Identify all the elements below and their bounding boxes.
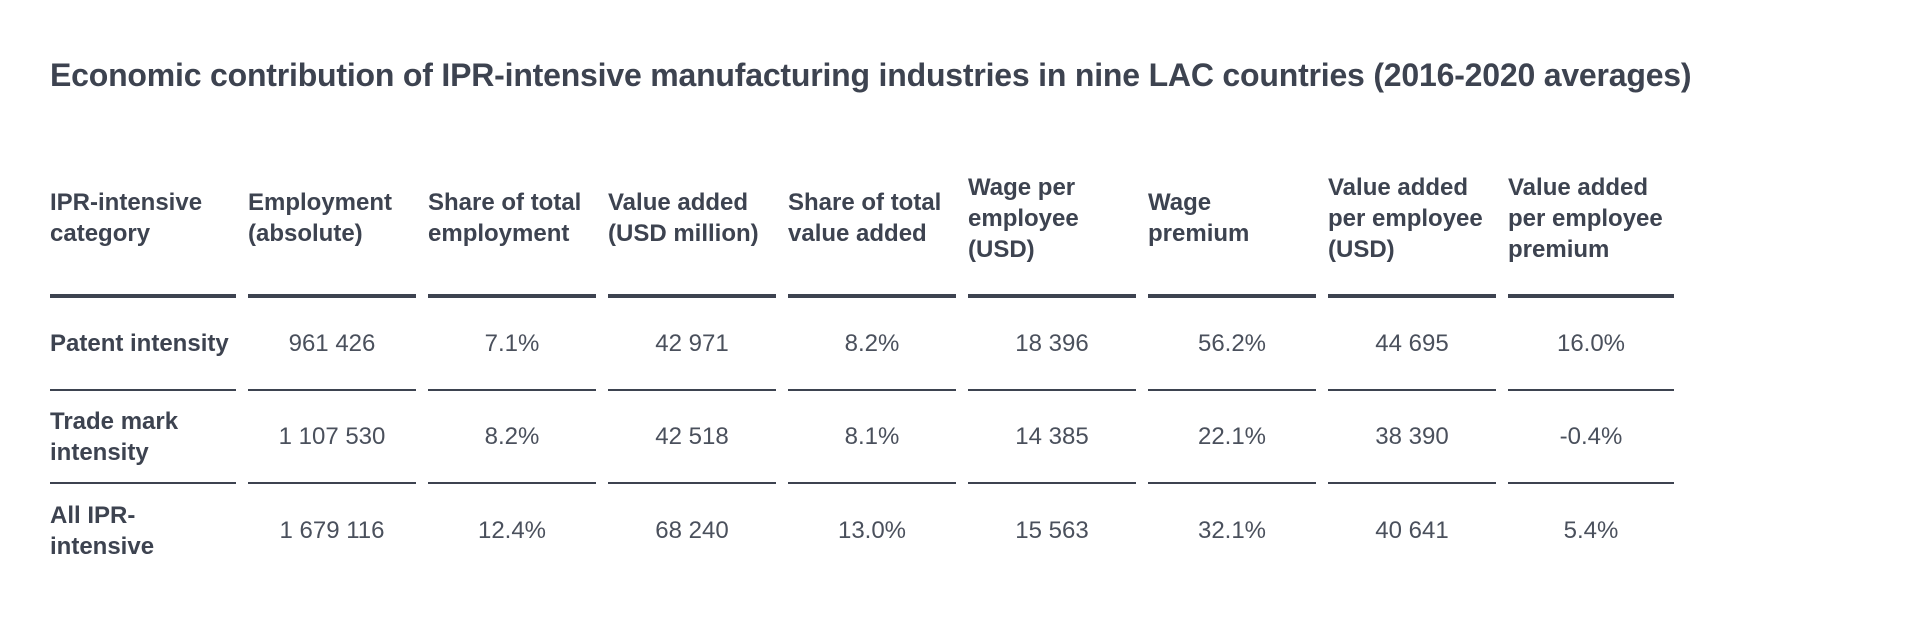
cell-value: 15 563: [1015, 517, 1089, 544]
cell-value: 18 396: [968, 298, 1136, 391]
table-cell: 8.1%: [788, 391, 968, 484]
table-cell: 42 518: [608, 391, 788, 484]
cell-value: 7.1%: [428, 298, 596, 391]
table-cell: 32.1%: [1148, 484, 1328, 577]
table-cell: 5.4%: [1508, 484, 1674, 577]
column-header-label: Share of total value added: [788, 189, 942, 247]
cell-value: 38 390: [1328, 391, 1496, 484]
table-cell: 40 641: [1328, 484, 1508, 577]
contribution-table: IPR-intensive category Employment (absol…: [50, 160, 1674, 577]
column-header-label: Wage per employee (USD): [968, 173, 1079, 263]
cell-value: 14 385: [968, 391, 1136, 484]
table-cell: 8.2%: [788, 298, 968, 391]
table-cell: 44 695: [1328, 298, 1508, 391]
cell-value: 56.2%: [1148, 298, 1316, 391]
cell-value: 12.4%: [477, 517, 547, 544]
column-header-wage: Wage per employee (USD): [968, 160, 1148, 298]
cell-value: 8.2%: [428, 391, 596, 484]
cell-value: 13.0%: [837, 517, 907, 544]
column-header-label: Employment (absolute): [248, 189, 393, 247]
cell-value: 8.1%: [788, 391, 956, 484]
table-cell: 1 679 116: [248, 484, 428, 577]
column-header-label: Value added (USD million): [608, 189, 759, 247]
column-header-category: IPR-intensive category: [50, 160, 248, 298]
row-label-cell: All IPR-intensive: [50, 484, 248, 577]
cell-value: 22.1%: [1148, 391, 1316, 484]
table-cell: 15 563: [968, 484, 1148, 577]
column-header-employment: Employment (absolute): [248, 160, 428, 298]
column-header-value-added: Value added (USD million): [608, 160, 788, 298]
table-row: All IPR-intensive 1 679 116 12.4% 68 240…: [50, 484, 1674, 577]
table-cell: 8.2%: [428, 391, 608, 484]
cell-value: 8.2%: [788, 298, 956, 391]
table-cell: 18 396: [968, 298, 1148, 391]
column-header-wage-premium: Wage premium: [1148, 160, 1328, 298]
table-row: Patent intensity 961 426 7.1% 42 971 8.2…: [50, 298, 1674, 391]
cell-value: 42 518: [608, 391, 776, 484]
cell-value: 5.4%: [1563, 517, 1619, 544]
table-cell: 13.0%: [788, 484, 968, 577]
cell-value: 16.0%: [1508, 298, 1674, 391]
cell-value: 32.1%: [1197, 517, 1267, 544]
cell-value: -0.4%: [1508, 391, 1674, 484]
column-header-label: Value added per employee premium: [1508, 173, 1663, 263]
cell-value: 961 426: [248, 298, 416, 391]
row-label-cell: Patent intensity: [50, 298, 248, 391]
table-header-row: IPR-intensive category Employment (absol…: [50, 160, 1674, 298]
cell-value: 68 240: [655, 517, 729, 544]
cell-value: 42 971: [608, 298, 776, 391]
cell-value: 40 641: [1375, 517, 1449, 544]
row-label: Patent intensity: [50, 298, 236, 391]
table-cell: 22.1%: [1148, 391, 1328, 484]
row-label: All IPR-intensive: [50, 501, 155, 560]
cell-value: 1 679 116: [279, 517, 385, 544]
table-cell: 38 390: [1328, 391, 1508, 484]
table-cell: 1 107 530: [248, 391, 428, 484]
table-cell: 16.0%: [1508, 298, 1674, 391]
column-header-label: IPR-intensive category: [50, 189, 203, 247]
cell-value: 44 695: [1328, 298, 1496, 391]
column-header-label: Share of total employment: [428, 189, 582, 247]
table-cell: 14 385: [968, 391, 1148, 484]
row-label-cell: Trade mark intensity: [50, 391, 248, 484]
table-cell: 7.1%: [428, 298, 608, 391]
column-header-share-value-added: Share of total value added: [788, 160, 968, 298]
table-row: Trade mark intensity 1 107 530 8.2% 42 5…: [50, 391, 1674, 484]
row-label: Trade mark intensity: [50, 391, 236, 484]
column-header-va-premium: Value added per employee premium: [1508, 160, 1674, 298]
table-cell: -0.4%: [1508, 391, 1674, 484]
column-header-label: Wage premium: [1148, 189, 1250, 247]
table-cell: 42 971: [608, 298, 788, 391]
column-header-va-per-employee: Value added per employee (USD): [1328, 160, 1508, 298]
table-cell: 961 426: [248, 298, 428, 391]
cell-value: 1 107 530: [248, 391, 416, 484]
page-title: Economic contribution of IPR-intensive m…: [50, 57, 1692, 94]
column-header-label: Value added per employee (USD): [1328, 173, 1483, 263]
column-header-share-employment: Share of total employment: [428, 160, 608, 298]
table-cell: 56.2%: [1148, 298, 1328, 391]
table-cell: 68 240: [608, 484, 788, 577]
table-cell: 12.4%: [428, 484, 608, 577]
